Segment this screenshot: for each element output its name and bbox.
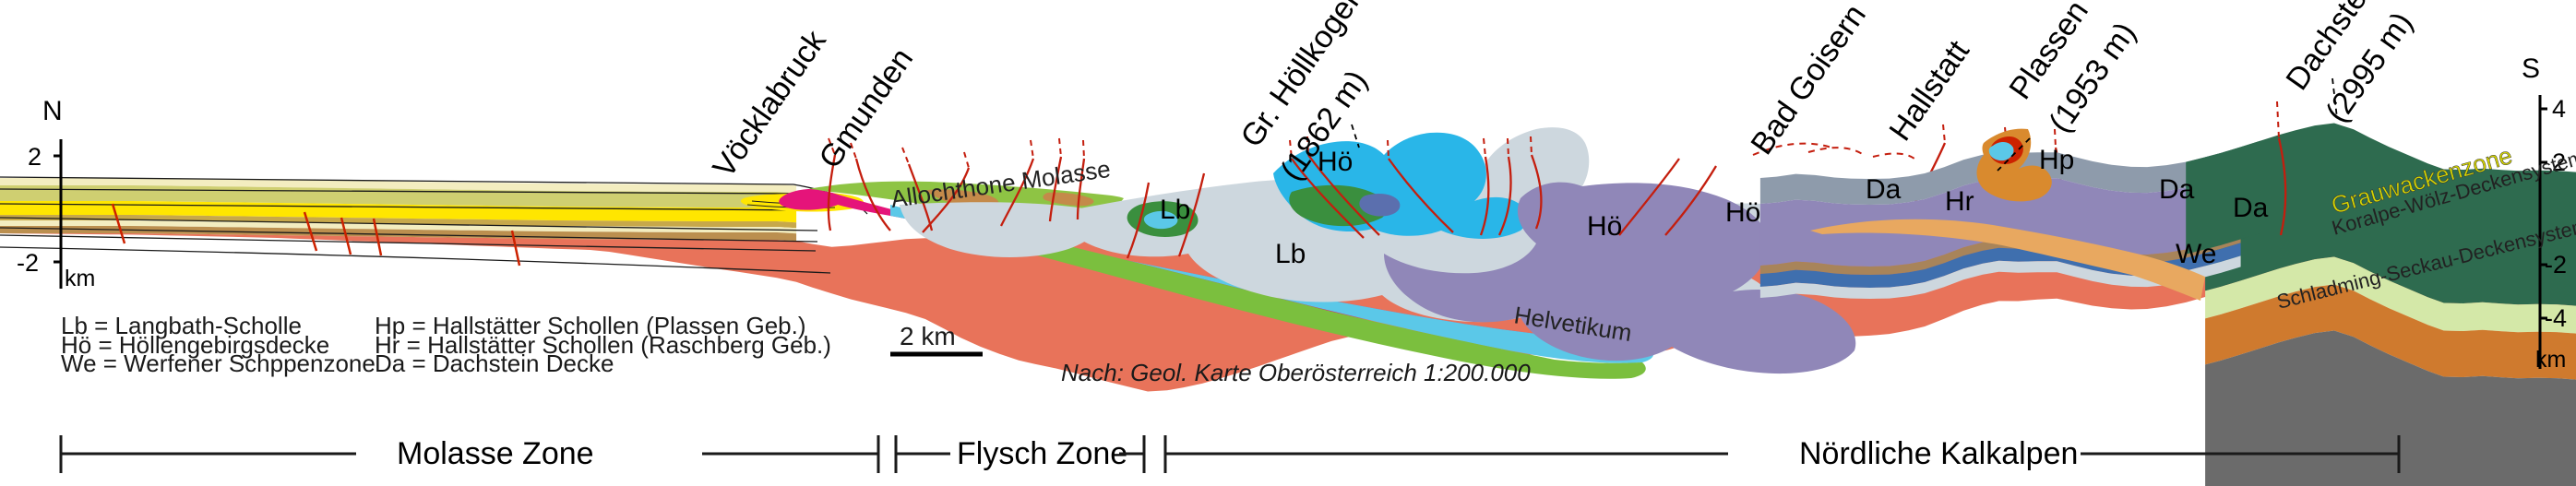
- svg-text:Hö: Hö: [1725, 197, 1760, 228]
- svg-text:2: 2: [28, 143, 42, 171]
- svg-text:-4: -4: [2545, 304, 2567, 332]
- svg-text:-2: -2: [17, 249, 39, 277]
- svg-text:We = Werfener Schppenzone: We = Werfener Schppenzone: [61, 350, 376, 377]
- svg-text:Hö: Hö: [1318, 147, 1353, 177]
- svg-text:Lb: Lb: [1275, 239, 1306, 269]
- svg-text:Da: Da: [2159, 174, 2195, 205]
- svg-text:4: 4: [2552, 95, 2566, 123]
- svg-text:Hp: Hp: [2039, 145, 2074, 175]
- svg-text:Molasse Zone: Molasse Zone: [397, 436, 594, 471]
- svg-text:N: N: [42, 96, 63, 126]
- svg-text:2 km: 2 km: [900, 322, 956, 350]
- svg-text:km: km: [65, 266, 95, 291]
- svg-text:S: S: [2522, 53, 2540, 84]
- svg-text:km: km: [2535, 347, 2566, 373]
- svg-text:Hr: Hr: [1945, 186, 1974, 217]
- svg-text:We: We: [2176, 239, 2216, 269]
- svg-text:Da = Dachstein Decke: Da = Dachstein Decke: [375, 350, 614, 377]
- svg-text:Da: Da: [1866, 174, 1902, 205]
- svg-text:Flysch Zone: Flysch Zone: [957, 436, 1127, 471]
- svg-text:Da: Da: [2233, 193, 2269, 223]
- svg-text:Nach: Geol. Karte Oberösterrei: Nach: Geol. Karte Oberösterreich 1:200.0…: [1061, 359, 1531, 386]
- svg-text:Lb: Lb: [1160, 195, 1190, 225]
- svg-text:Nördliche Kalkalpen: Nördliche Kalkalpen: [1799, 436, 2078, 471]
- svg-text:Hö: Hö: [1587, 211, 1622, 242]
- svg-text:-2: -2: [2545, 251, 2567, 279]
